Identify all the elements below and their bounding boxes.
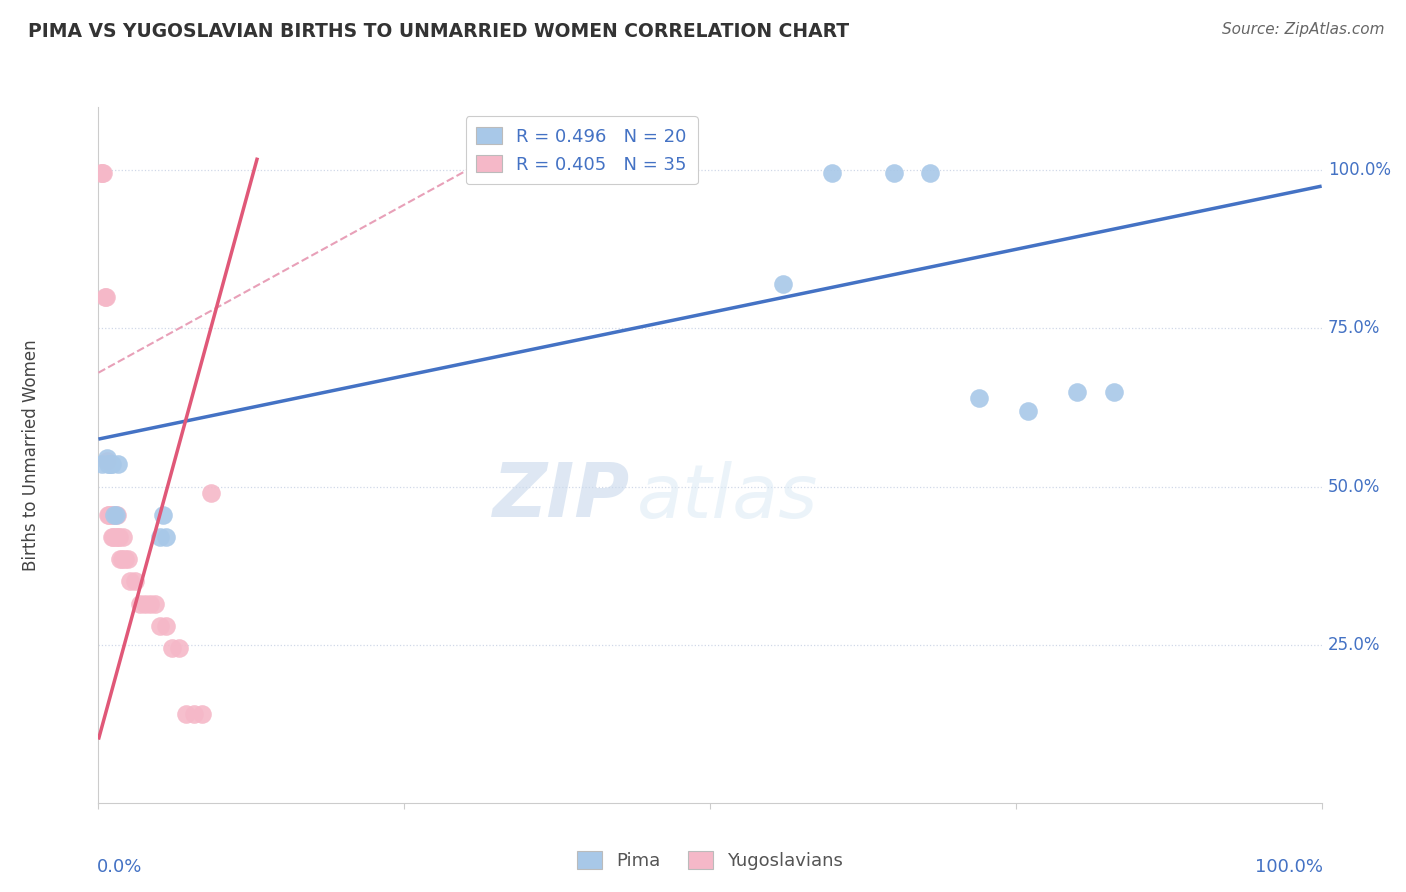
Point: [101, 530, 124, 544]
Point: [104, 508, 127, 522]
Point: [772, 277, 794, 292]
Point: [91, 166, 114, 180]
Text: Births to Unmarried Women: Births to Unmarried Women: [22, 339, 41, 571]
Point: [155, 530, 177, 544]
Point: [94, 290, 117, 304]
Point: [110, 552, 132, 566]
Point: [1017, 403, 1039, 417]
Point: [821, 166, 844, 180]
Point: [93, 290, 115, 304]
Point: [1102, 384, 1125, 399]
Point: [104, 530, 127, 544]
Point: [97, 458, 120, 472]
Text: 100.0%: 100.0%: [1327, 161, 1391, 179]
Point: [98, 508, 121, 522]
Point: [101, 458, 124, 472]
Point: [91, 458, 114, 472]
Point: [90, 166, 112, 180]
Point: [967, 391, 990, 405]
Text: 25.0%: 25.0%: [1327, 636, 1381, 654]
Point: [143, 597, 166, 611]
Point: [200, 486, 222, 500]
Point: [129, 597, 152, 611]
Text: 75.0%: 75.0%: [1327, 319, 1381, 337]
Point: [103, 508, 125, 522]
Point: [183, 707, 205, 722]
Point: [114, 552, 136, 566]
Point: [91, 166, 114, 180]
Point: [117, 552, 139, 566]
Point: [108, 530, 131, 544]
Point: [1066, 384, 1088, 399]
Text: ZIP: ZIP: [494, 460, 630, 533]
Text: Source: ZipAtlas.com: Source: ZipAtlas.com: [1222, 22, 1385, 37]
Text: 0.0%: 0.0%: [97, 858, 142, 877]
Point: [105, 508, 128, 522]
Point: [111, 552, 134, 566]
Point: [100, 508, 122, 522]
Text: PIMA VS YUGOSLAVIAN BIRTHS TO UNMARRIED WOMEN CORRELATION CHART: PIMA VS YUGOSLAVIAN BIRTHS TO UNMARRIED …: [28, 22, 849, 41]
Point: [103, 508, 125, 522]
Point: [134, 597, 156, 611]
Legend: Pima, Yugoslavians: Pima, Yugoslavians: [569, 844, 851, 877]
Point: [120, 574, 142, 589]
Point: [96, 451, 118, 466]
Text: 50.0%: 50.0%: [1327, 477, 1381, 496]
Point: [167, 640, 190, 655]
Point: [155, 618, 177, 632]
Point: [107, 530, 129, 544]
Point: [97, 508, 120, 522]
Text: 100.0%: 100.0%: [1256, 858, 1323, 877]
Point: [883, 166, 905, 180]
Point: [152, 508, 174, 522]
Point: [96, 454, 118, 468]
Point: [149, 618, 172, 632]
Point: [149, 530, 172, 544]
Point: [98, 458, 121, 472]
Point: [101, 530, 124, 544]
Point: [100, 458, 122, 472]
Point: [920, 166, 942, 180]
Point: [124, 574, 146, 589]
Point: [176, 707, 198, 722]
Text: atlas: atlas: [637, 460, 818, 533]
Point: [111, 530, 134, 544]
Point: [139, 597, 162, 611]
Point: [160, 640, 183, 655]
Point: [107, 458, 129, 472]
Point: [191, 707, 214, 722]
